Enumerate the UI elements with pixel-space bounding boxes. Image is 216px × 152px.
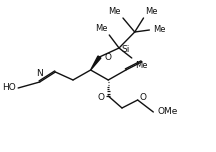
Text: Me: Me [146, 7, 158, 16]
Text: O: O [97, 93, 104, 102]
Polygon shape [91, 56, 101, 70]
Text: Me: Me [153, 26, 166, 35]
Text: Me: Me [135, 61, 147, 70]
Text: O: O [104, 54, 111, 62]
Text: OMe: OMe [157, 107, 178, 116]
Text: O: O [140, 93, 147, 102]
Text: N: N [36, 69, 43, 78]
Text: Si: Si [121, 45, 129, 54]
Text: Me: Me [95, 24, 107, 33]
Text: Me: Me [108, 7, 121, 16]
Text: HO: HO [2, 83, 16, 93]
